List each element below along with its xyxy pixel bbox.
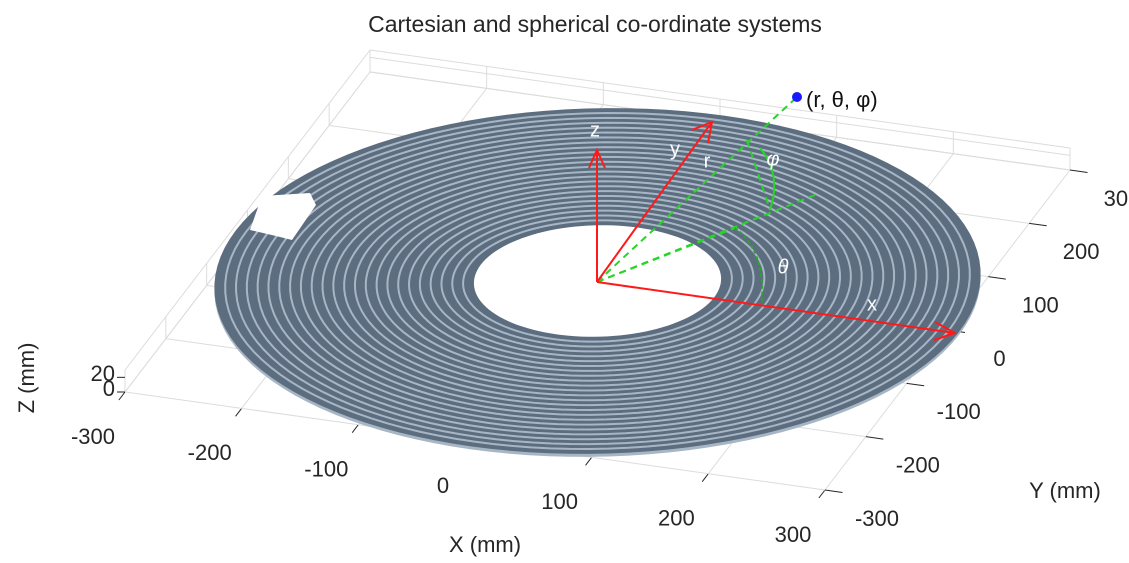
y-tick-label: -300 [855,506,899,531]
cartesian-axes [588,120,958,341]
y-tick [906,382,925,387]
surface-stripe [289,141,906,421]
x-tick [701,473,709,482]
spherical-guides [596,96,816,283]
x-tick-label: 0 [437,473,449,498]
theta-arc [734,227,764,303]
x-tick [235,408,243,417]
surface-stripe [332,160,863,402]
grid-line [369,56,1071,156]
surface-stripe [386,185,809,377]
z-arrow-label: z [590,119,600,141]
surface-stripe [364,175,831,387]
chart-title: Cartesian and spherical co-ordinate syst… [368,11,822,37]
surface-stripe [245,121,950,441]
x-tick [351,424,359,433]
y-tick [865,436,884,440]
annotation-layer: (r, θ, φ) x y z r θ φ [250,87,958,341]
x-tick-label: -300 [71,424,115,449]
surface-stripe [343,165,852,397]
x-arrow-label: x [867,293,877,315]
phi-arc [759,147,776,211]
point-marker [792,92,802,102]
y-tick-label: 100 [1022,292,1059,317]
y-tick-label: 0 [993,346,1005,371]
x-tick [818,489,826,499]
point-label: (r, θ, φ) [806,87,878,112]
y-tick [1069,169,1088,173]
y-tick [988,276,1006,280]
z-tick-label: 0 [103,376,115,401]
y-tick-label: -100 [937,399,981,424]
surface-stripe [224,111,971,451]
surface-stripe [375,180,820,382]
surface-gap [250,193,316,240]
y-tick-label: -200 [896,452,940,477]
y-arrow-label: y [670,138,680,160]
x-tick [118,391,126,401]
y-tick-label: 300 [1104,186,1129,211]
surface-stripe [440,209,755,353]
surface-stripe [408,194,787,368]
x-tick [585,457,593,466]
x-axis-label: X (mm) [449,532,521,557]
surface-stripe [429,204,766,358]
surface-stripe [278,136,917,426]
x-tick-label: 100 [541,489,578,514]
surface-stripe [397,190,798,372]
theta-label: θ [778,256,789,278]
surface-stripe [353,170,842,392]
x-tick-label: -200 [188,440,232,465]
surface-stripe [462,219,733,343]
surface-stripe [451,214,744,348]
z-axis-label: Z (mm) [14,343,39,414]
y-axis-label: Y (mm) [1029,478,1101,503]
surface-stripe [235,116,960,446]
surface-stripe [418,199,777,363]
x-tick-label: -100 [304,456,348,481]
phi-label: φ [766,148,779,170]
r-label: r [704,150,711,172]
surface-stripe [310,151,885,411]
z-tick-label: 20 [91,361,115,386]
y-tick [824,489,843,493]
surface-stripe [321,155,874,407]
y-tick-label: 200 [1063,239,1100,264]
y-tick [1029,222,1047,227]
x-tick-label: 300 [775,522,812,547]
x-tick-label: 200 [658,505,695,530]
surface-stripe [299,146,896,416]
